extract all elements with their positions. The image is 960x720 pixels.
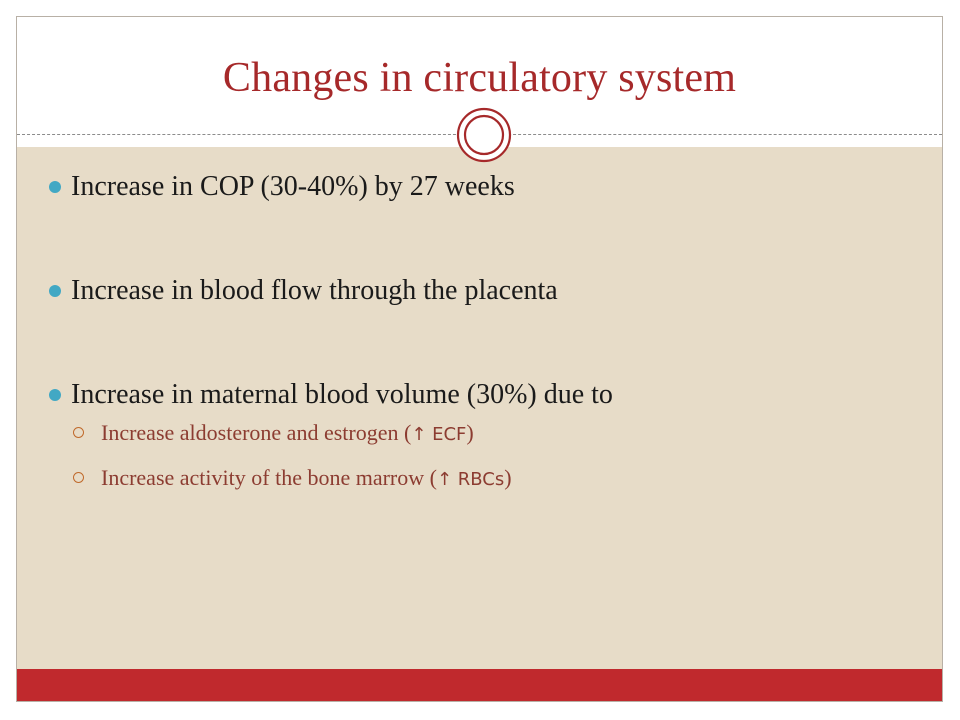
sub-bullet-text: Increase activity of the bone marrow (	[101, 465, 437, 490]
sub-bullet-close: )	[504, 465, 512, 490]
filled-circle-bullet-icon	[49, 389, 61, 401]
bullet-text: Increase in maternal blood volume (30%) …	[71, 379, 613, 410]
bullet-text: Increase in COP (30-40%) by 27 weeks	[71, 171, 515, 202]
sub-bullet-item: Increase activity of the bone marrow (↑ …	[49, 464, 909, 494]
bullet-text: Increase in blood flow through the place…	[71, 275, 558, 306]
sub-bullet-close: )	[466, 420, 474, 445]
hollow-circle-bullet-icon	[73, 427, 84, 438]
slide: Changes in circulatory system Increase i…	[16, 16, 943, 702]
footer-bar	[17, 669, 942, 701]
hollow-circle-bullet-icon	[73, 472, 84, 483]
bullet-item: Increase in COP (30-40%) by 27 weeks	[49, 169, 909, 205]
double-circle-icon	[456, 107, 512, 163]
slide-body-background	[17, 147, 942, 671]
bullet-item: Increase in blood flow through the place…	[49, 273, 909, 309]
sub-bullet-symbol: ↑ ECF	[411, 424, 467, 445]
sub-bullet-text: Increase aldosterone and estrogen (	[101, 420, 412, 445]
bullet-item: Increase in maternal blood volume (30%) …	[49, 377, 909, 413]
slide-title: Changes in circulatory system	[222, 55, 737, 101]
slide-content: Increase in COP (30-40%) by 27 weeks Inc…	[49, 169, 909, 509]
sub-bullet-symbol: ↑ RBCs	[436, 469, 505, 490]
filled-circle-bullet-icon	[49, 285, 61, 297]
sub-bullet-item: Increase aldosterone and estrogen (↑ ECF…	[49, 419, 909, 449]
filled-circle-bullet-icon	[49, 181, 61, 193]
sub-bullet-list: Increase aldosterone and estrogen (↑ ECF…	[49, 419, 909, 494]
